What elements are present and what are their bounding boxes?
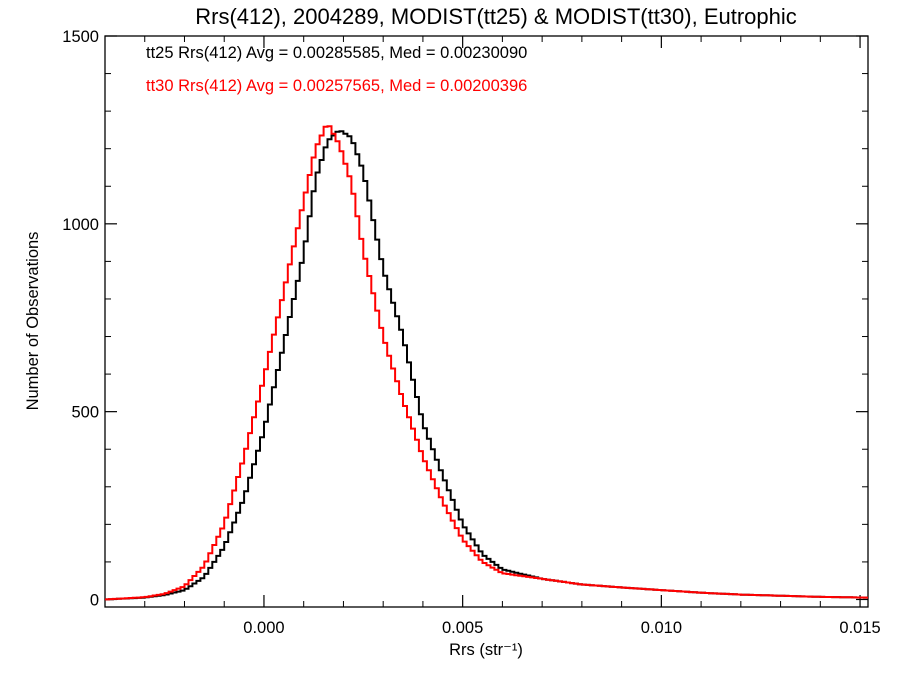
x-tick-label: 0.010 [641, 619, 682, 637]
series-layer [105, 125, 868, 601]
y-tick-label: 0 [90, 591, 99, 609]
y-tick-label: 1500 [62, 28, 99, 46]
plot-frame [104, 35, 869, 608]
chart-title: Rrs(412), 2004289, MODIST(tt25) & MODIST… [195, 4, 797, 29]
tt30-series-line [105, 125, 868, 601]
tt25-annotation: tt25 Rrs(412) Avg = 0.00285585, Med = 0.… [146, 44, 527, 62]
x-tick-label: 0.015 [839, 619, 880, 637]
y-tick-label: 1000 [62, 216, 99, 234]
y-axis: 0 500 1000 1500 [62, 28, 868, 609]
y-axis-label: Number of Observations [24, 232, 42, 411]
y-tick-label: 500 [71, 404, 99, 422]
x-axis: 0.000 0.005 0.010 0.015 [104, 36, 881, 637]
x-axis-label: Rrs (str⁻¹) [449, 641, 523, 659]
x-tick-label: 0.000 [243, 619, 284, 637]
tt30-annotation: tt30 Rrs(412) Avg = 0.00257565, Med = 0.… [146, 77, 527, 95]
x-tick-label: 0.005 [442, 619, 483, 637]
